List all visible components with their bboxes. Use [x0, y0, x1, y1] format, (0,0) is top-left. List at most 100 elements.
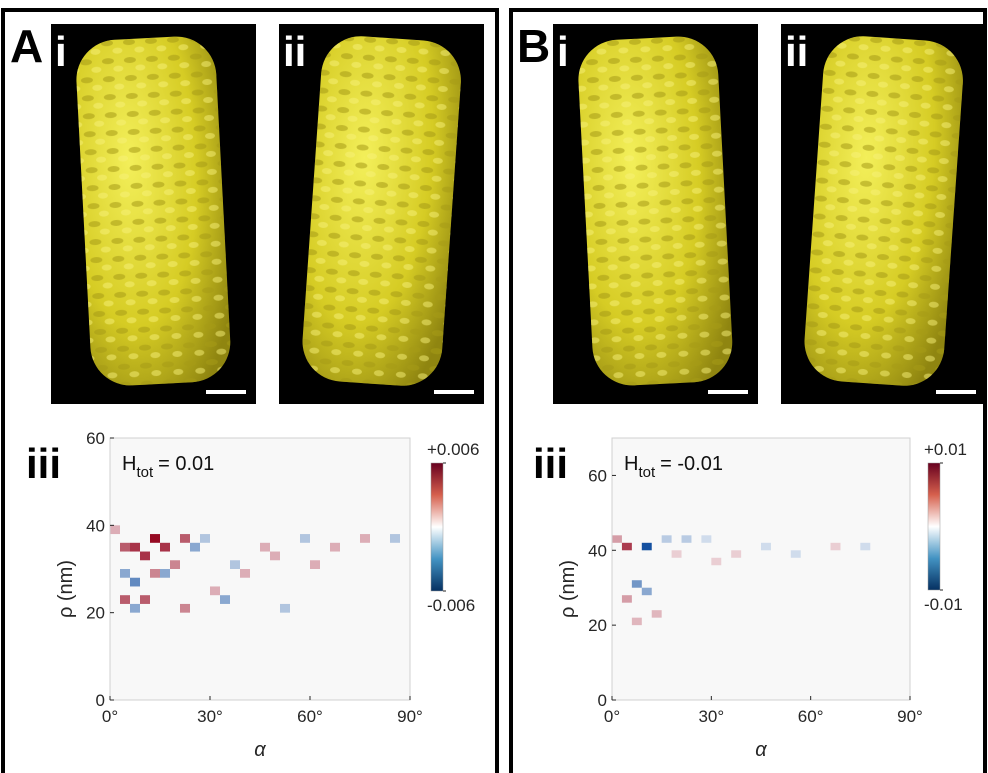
plot-frame [611, 437, 911, 701]
heatmap-cell [360, 534, 370, 543]
image-label: ii [785, 28, 808, 75]
rod [76, 36, 231, 386]
annotation-symbol: H [122, 453, 136, 475]
heatmap-cell [631, 617, 642, 626]
y-tick-label: 60 [86, 429, 105, 448]
panel-letter: A [10, 20, 43, 72]
rod-texture [804, 36, 963, 386]
colorbar-tick-label: +0.01 [924, 440, 967, 459]
heatmap-cell [671, 550, 682, 558]
annotation: Htot = 0.01 [122, 453, 214, 481]
y-tick-label: 40 [588, 541, 607, 560]
plot-frame [109, 437, 411, 701]
annotation-text: = 0.01 [158, 453, 214, 475]
heatmap-cell [160, 569, 170, 578]
heatmap-cell [120, 542, 130, 552]
x-axis-label: α [254, 739, 266, 761]
heatmap-cell [140, 595, 150, 604]
heatmap-cell [190, 542, 200, 552]
annotation-text: = -0.01 [660, 453, 723, 475]
y-tick-label: 0 [598, 691, 607, 710]
rod-texture [302, 36, 461, 386]
colorbar-tick-label: +0.006 [427, 440, 479, 459]
heatmap-cell [120, 595, 130, 604]
heatmap-cell [110, 525, 120, 535]
rod-texture [578, 36, 733, 386]
heatmap-cell [761, 542, 771, 551]
heatmap-cell [150, 569, 160, 578]
heatmap-cell [140, 551, 150, 561]
heatmap-cell [260, 542, 270, 552]
image-label: ii [283, 28, 306, 75]
x-tick-label: 90° [397, 707, 423, 726]
heatmap-cell [681, 535, 692, 543]
panel-letter: B [517, 20, 550, 72]
y-tick-label: 40 [86, 516, 105, 535]
heatmap-cell [701, 535, 712, 543]
x-tick-label: 60° [798, 707, 824, 726]
heatmap-cell [621, 595, 632, 603]
chart-label: iii [533, 440, 568, 487]
rod [302, 36, 461, 386]
heatmap-cell [790, 550, 801, 558]
heatmap-cell [390, 534, 400, 543]
image-label: i [55, 28, 67, 75]
heatmap-cell [270, 551, 280, 561]
colorbar-tick-label: -0.006 [427, 596, 475, 615]
heatmap-cell [711, 557, 722, 566]
heatmap-cell [230, 560, 240, 569]
annotation-subscript: tot [638, 464, 656, 481]
y-axis-label: ρ (nm) [55, 560, 77, 618]
heatmap-cell [641, 542, 652, 551]
heatmap-cell [160, 542, 170, 552]
heatmap-cell [612, 535, 622, 543]
heatmap-cell [150, 534, 160, 543]
image-label: i [557, 28, 569, 75]
heatmap-cell [631, 580, 642, 588]
heatmap-cell [120, 569, 130, 578]
colorbar [927, 462, 941, 591]
rod [578, 36, 733, 386]
heatmap-cell [130, 577, 140, 587]
x-tick-label: 30° [197, 707, 223, 726]
heatmap-cell [180, 534, 190, 543]
heatmap-cell [170, 560, 180, 569]
y-tick-label: 20 [86, 604, 105, 623]
heatmap-cell [300, 534, 310, 543]
plot-area [612, 438, 910, 700]
heatmap-cell [651, 610, 662, 618]
x-axis-label: α [755, 739, 767, 761]
y-tick-label: 60 [588, 466, 607, 485]
x-tick-label: 90° [897, 707, 923, 726]
rod-texture [76, 36, 231, 386]
heatmap-cell [661, 535, 672, 543]
x-tick-label: 60° [297, 707, 323, 726]
colorbar-tick-label: -0.01 [924, 595, 963, 614]
heatmap-cell [240, 569, 250, 578]
heatmap-cell [310, 560, 320, 569]
rod [804, 36, 963, 386]
annotation-subscript: tot [136, 464, 154, 481]
annotation-symbol: H [624, 453, 638, 475]
heatmap-cell [731, 550, 742, 558]
chart-label: iii [26, 440, 61, 487]
colorbar [430, 462, 444, 592]
x-tick-label: 0° [604, 707, 620, 726]
annotation: Htot = -0.01 [624, 453, 723, 481]
heatmap-cell [130, 542, 140, 552]
y-axis-label: ρ (nm) [557, 560, 579, 618]
heatmap-cell [330, 542, 340, 552]
y-tick-label: 0 [96, 691, 105, 710]
heatmap-cell [860, 542, 871, 551]
x-tick-label: 0° [102, 707, 118, 726]
heatmap-cell [280, 603, 290, 613]
heatmap-cell [130, 603, 140, 613]
heatmap-cell [210, 586, 220, 596]
heatmap-cell [621, 542, 632, 551]
x-tick-label: 30° [698, 707, 724, 726]
heatmap-cell [180, 603, 190, 613]
y-tick-label: 20 [588, 616, 607, 635]
